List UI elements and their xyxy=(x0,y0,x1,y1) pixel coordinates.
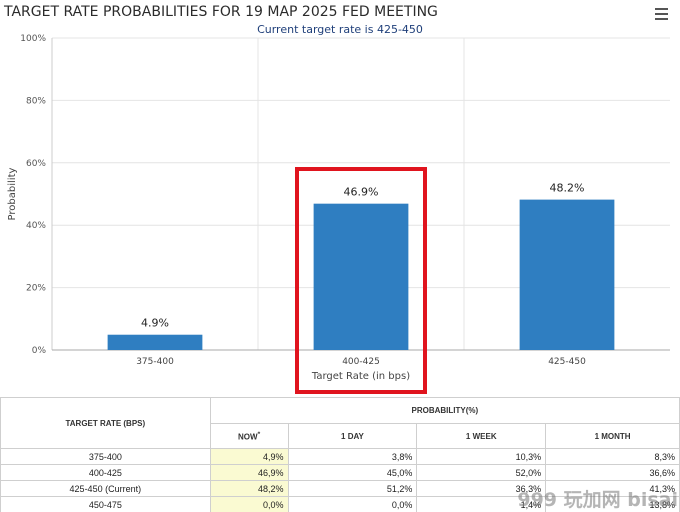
data-label: 4.9% xyxy=(141,317,169,330)
highlight-box xyxy=(295,167,427,394)
row-day: 0,0% xyxy=(287,496,418,512)
row-day: 3,8% xyxy=(287,448,418,465)
row-week: 52,0% xyxy=(416,464,547,481)
bar-chart: 0% 20% 40% 60% 80% 100% 4.9% 375-400 46.9% 400-42… xyxy=(7,34,670,394)
chart-subtitle: Current target rate is 425-450 xyxy=(257,23,423,36)
x-tick-label: 425-450 xyxy=(548,357,586,367)
row-month: 36,6% xyxy=(545,464,680,481)
y-tick-label: 100% xyxy=(20,34,46,44)
chart-container: TARGET RATE PROBABILITIES FOR 19 MAP 202… xyxy=(4,4,670,394)
data-label: 48.2% xyxy=(550,182,585,195)
header-now: NOW* xyxy=(209,423,289,449)
probability-table-container: TARGET RATE (BPS) PROBABILITY(%) NOW* 1 … xyxy=(0,397,680,512)
table-row: 425-450 (Current) 48,2% 51,2% 36,3% 41,3… xyxy=(0,480,680,497)
x-tick-label: 375-400 xyxy=(136,357,174,367)
header-probability: PROBABILITY(%) xyxy=(209,397,680,424)
bar xyxy=(107,334,203,350)
row-rate: 400-425 xyxy=(0,464,211,481)
y-axis-title: Probability xyxy=(7,167,18,220)
table-row: 400-425 46,9% 45,0% 52,0% 36,6% xyxy=(0,464,680,481)
x-axis-title: Target Rate (in bps) xyxy=(311,371,410,382)
header-1-week: 1 WEEK xyxy=(416,423,547,449)
row-week: 10,3% xyxy=(416,448,547,465)
row-rate: 450-475 xyxy=(0,496,211,512)
y-tick-label: 80% xyxy=(26,96,46,106)
header-target-rate: TARGET RATE (BPS) xyxy=(0,397,211,449)
header-1-month: 1 MONTH xyxy=(545,423,680,449)
y-tick-label: 40% xyxy=(26,221,46,231)
watermark-logo: 999 玩加网 bisai xyxy=(517,489,678,511)
y-tick-label: 0% xyxy=(32,346,47,356)
x-tick-label: 400-425 xyxy=(342,357,380,367)
row-now: 0,0% xyxy=(209,496,289,512)
row-now: 46,9% xyxy=(209,464,289,481)
chart-title: TARGET RATE PROBABILITIES FOR 19 MAP 202… xyxy=(4,4,438,20)
probability-table: TARGET RATE (BPS) PROBABILITY(%) NOW* 1 … xyxy=(0,397,680,512)
row-day: 45,0% xyxy=(287,464,418,481)
table-row: 450-475 0,0% 0,0% 1,4% 13,8% xyxy=(0,496,680,512)
table-row: 375-400 4,9% 3,8% 10,3% 8,3% xyxy=(0,448,680,465)
header-now-label: NOW xyxy=(238,432,258,442)
row-rate: 375-400 xyxy=(0,448,211,465)
bar xyxy=(519,199,615,350)
header-1-day: 1 DAY xyxy=(287,423,418,449)
hamburger-menu-icon[interactable] xyxy=(655,8,668,20)
data-label: 46.9% xyxy=(344,186,379,199)
bar xyxy=(313,203,409,350)
y-tick-label: 60% xyxy=(26,159,46,169)
row-now: 48,2% xyxy=(209,480,289,497)
row-day: 51,2% xyxy=(287,480,418,497)
row-month: 8,3% xyxy=(545,448,680,465)
row-now: 4,9% xyxy=(209,448,289,465)
header-now-mark: * xyxy=(257,430,261,438)
row-rate: 425-450 (Current) xyxy=(0,480,211,497)
y-tick-label: 20% xyxy=(26,284,46,294)
